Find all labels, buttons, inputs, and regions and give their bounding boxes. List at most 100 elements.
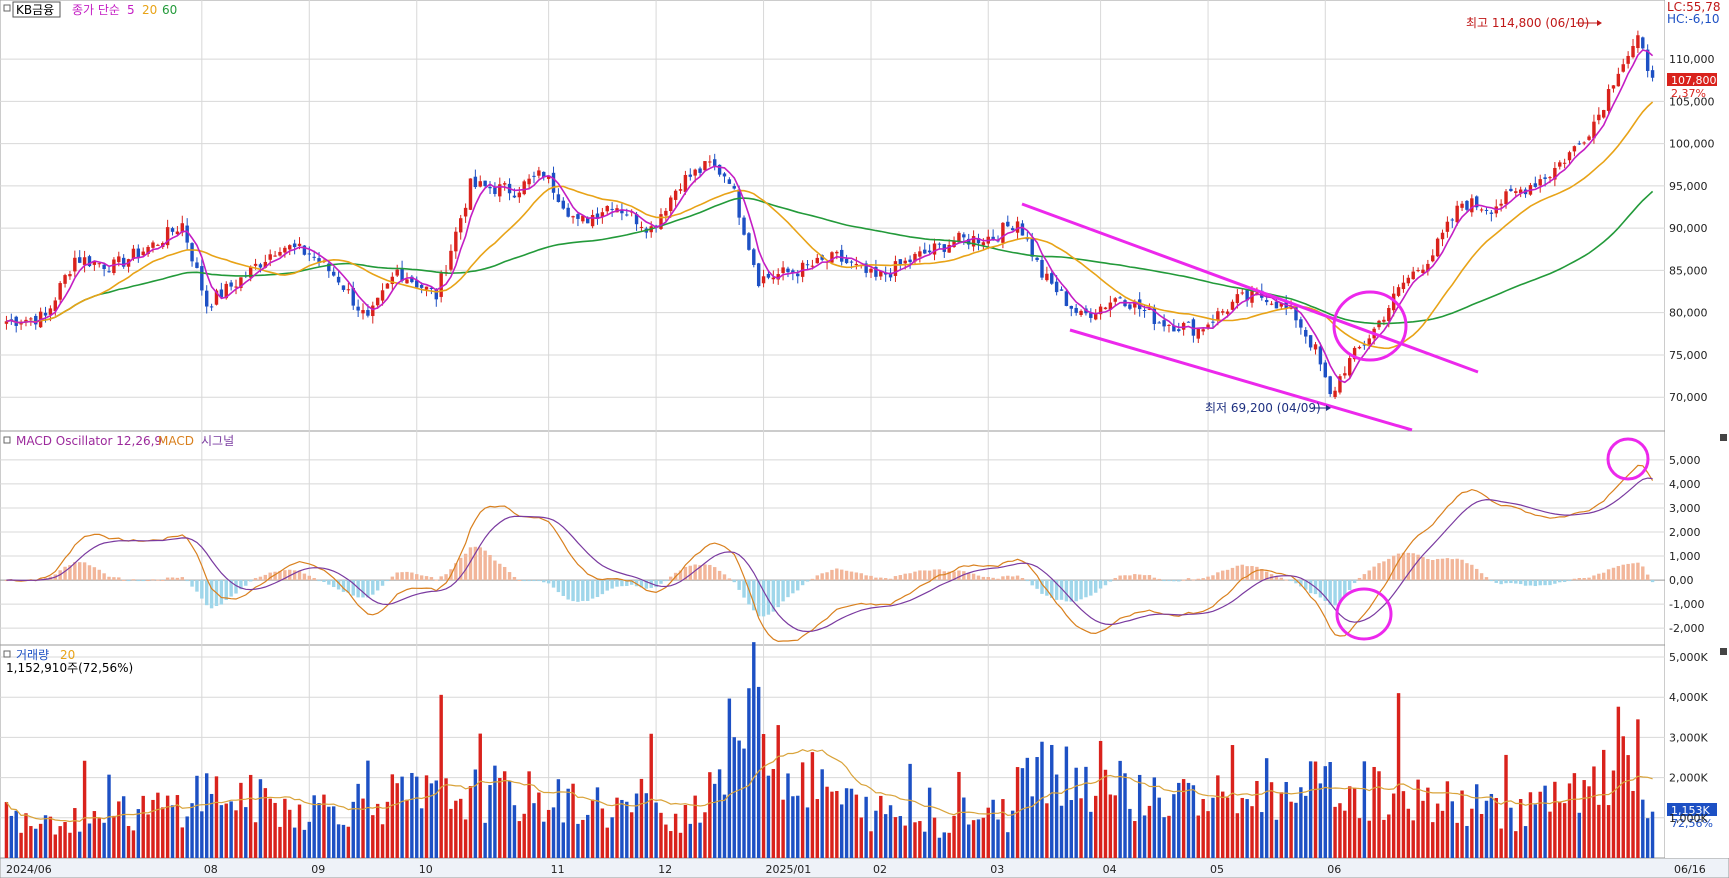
macd-oscillator-bar: [78, 562, 82, 581]
x-tick-label: 06: [1327, 863, 1341, 876]
candle-body: [522, 181, 526, 195]
stock-name[interactable]: KB금융: [16, 3, 54, 17]
volume-bar: [1548, 811, 1552, 858]
macd-oscillator-bar: [918, 570, 922, 581]
volume-bar: [678, 832, 683, 858]
volume-bar: [1054, 774, 1059, 858]
macd-oscillator-bar: [1426, 558, 1430, 581]
volume-bar: [1045, 803, 1049, 858]
macd-oscillator-bar: [1499, 580, 1503, 585]
candle-body: [722, 173, 727, 177]
macd-oscillator-bar: [1343, 580, 1347, 597]
candle-body: [820, 255, 824, 260]
macd-oscillator-bar: [1597, 573, 1601, 581]
candle-body: [683, 174, 688, 192]
volume-bar: [1499, 828, 1503, 858]
candle-body: [278, 251, 282, 256]
candle-body: [1587, 136, 1591, 140]
volume-bar: [879, 795, 883, 858]
candle-body: [19, 323, 23, 325]
volume-bar: [1269, 782, 1274, 858]
volume-bar: [1108, 794, 1113, 858]
macd-oscillator-bar: [1558, 580, 1562, 583]
candle-body: [1567, 152, 1572, 161]
macd-oscillator-bar: [82, 562, 87, 581]
volume-bar: [195, 775, 199, 858]
volume-bar: [976, 819, 981, 858]
macd-oscillator-bar: [1235, 565, 1240, 581]
macd-oscillator-bar: [537, 580, 541, 582]
volume-bar: [1064, 746, 1069, 858]
volume-bar: [1250, 806, 1254, 858]
ma20-line: [6, 101, 1654, 350]
macd-oscillator-bar: [1348, 580, 1352, 591]
volume-bar: [97, 818, 101, 858]
candle-body: [947, 244, 951, 253]
candle-body: [478, 181, 482, 187]
macd-oscillator-bar: [1377, 563, 1381, 581]
volume-bar: [888, 805, 893, 858]
panel-control-icon[interactable]: [1720, 434, 1727, 441]
candle-body: [410, 276, 414, 283]
volume-bar: [1221, 791, 1225, 858]
volume-bar: [542, 821, 546, 858]
candle-body: [468, 178, 473, 210]
macd-oscillator-bar: [1616, 566, 1621, 581]
macd-oscillator-bar: [952, 571, 956, 581]
volume-bar: [669, 831, 673, 858]
candle-body: [68, 274, 72, 277]
macd-oscillator-bar: [1177, 580, 1181, 582]
candle-body: [1362, 344, 1367, 346]
macd-oscillator-bar: [273, 571, 277, 581]
macd-tick-label: 5,000: [1669, 454, 1701, 467]
macd-oscillator-bar: [1157, 578, 1161, 581]
volume-bar: [688, 823, 692, 858]
volume-bar: [73, 808, 77, 858]
candle-body: [517, 192, 522, 198]
candle-body: [385, 283, 390, 289]
candle-body: [1465, 200, 1469, 210]
panel-control-icon[interactable]: [1720, 648, 1727, 655]
candle-body: [595, 213, 600, 219]
candle-body: [1445, 221, 1450, 232]
price-legend-label: 종가 단순: [72, 3, 120, 17]
macd-oscillator-bar: [1064, 580, 1069, 602]
macd-line: [6, 464, 1654, 643]
macd-oscillator-bar: [546, 580, 551, 584]
volume-bar: [1367, 820, 1371, 858]
candle-body: [82, 257, 87, 265]
volume-bar: [156, 792, 160, 858]
candle-body: [361, 310, 365, 314]
candle-body: [918, 251, 922, 257]
volume-bar: [1279, 792, 1284, 858]
volume-bar: [1543, 785, 1547, 858]
macd-oscillator-bar: [703, 564, 707, 581]
volume-bar: [1445, 781, 1450, 858]
macd-oscillator-bar: [727, 578, 732, 581]
macd-oscillator-bar: [791, 580, 795, 594]
macd-oscillator-bar: [1294, 580, 1298, 584]
volume-bar: [29, 826, 33, 858]
macd-oscillator-bar: [1450, 559, 1454, 581]
candle-body: [1108, 302, 1113, 310]
volume-bar: [830, 791, 834, 858]
candle-body: [454, 231, 458, 252]
macd-legend: MACD Oscillator 12,26,9 MACD 시그널: [3, 434, 234, 448]
macd-oscillator-bar: [419, 575, 424, 581]
volume-bar: [1416, 779, 1420, 858]
candle-body: [976, 238, 981, 244]
macd-oscillator-bar: [454, 563, 458, 581]
candle-body: [1333, 390, 1337, 397]
volume-bar: [1216, 775, 1220, 858]
macd-oscillator-bar: [1333, 580, 1337, 606]
candle-body: [268, 254, 272, 260]
macd-tick-label: 2,000: [1669, 526, 1701, 539]
volume-bar: [43, 815, 48, 858]
candle-body: [24, 319, 28, 322]
price-tag: 107,800 2,37%: [1667, 73, 1717, 100]
volume-bar: [629, 812, 634, 858]
volume-ma-line: [5, 749, 1653, 823]
macd-oscillator-bar: [996, 578, 1000, 581]
macd-oscillator-bar: [625, 580, 629, 586]
